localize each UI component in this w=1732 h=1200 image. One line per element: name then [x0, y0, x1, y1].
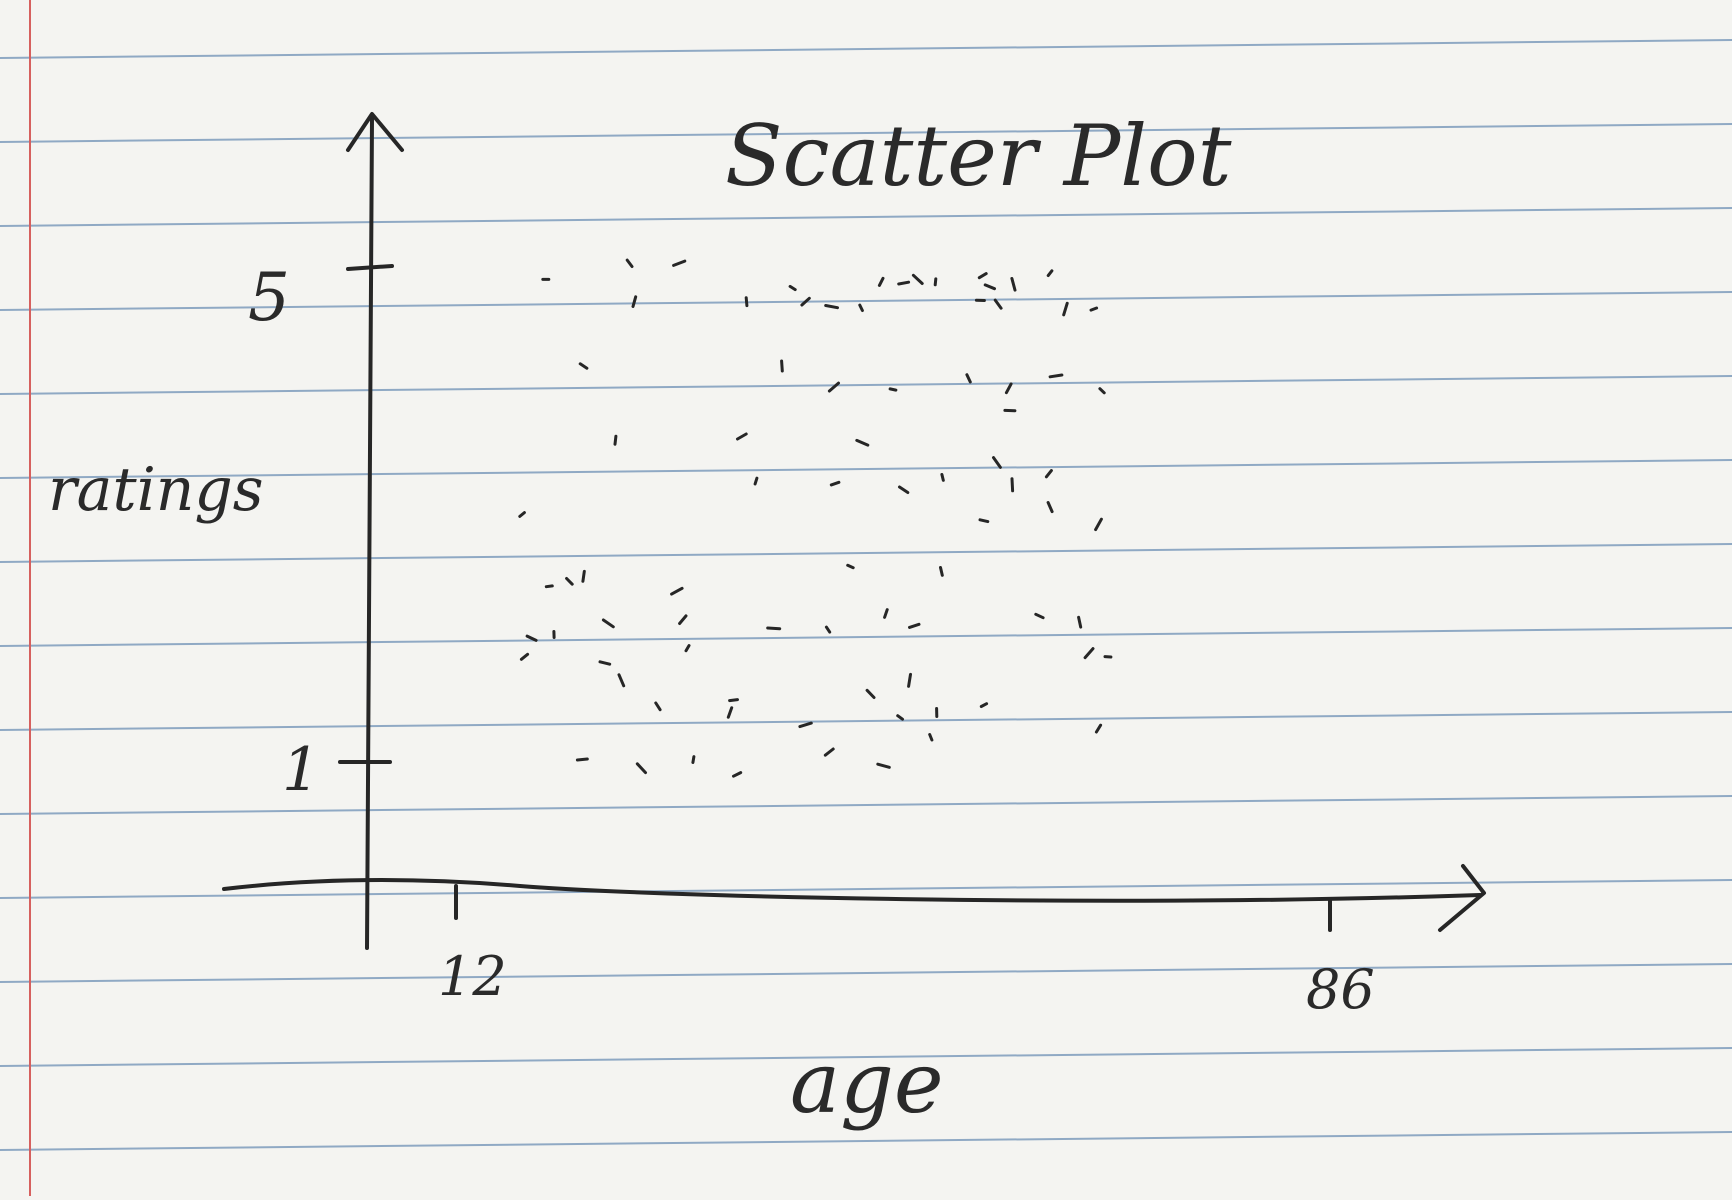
data-point [672, 588, 683, 594]
data-point [637, 764, 645, 773]
y-axis-label: ratings [48, 455, 264, 525]
data-point [981, 704, 986, 707]
data-point [627, 260, 632, 266]
data-point [1096, 725, 1100, 732]
data-point [1048, 503, 1052, 512]
data-point [995, 300, 1001, 308]
data-point [583, 571, 584, 581]
data-point [800, 723, 811, 727]
ruled-line [0, 712, 1732, 730]
data-point [746, 298, 747, 306]
data-point [603, 620, 613, 627]
data-point [1100, 389, 1104, 393]
data-point [615, 436, 616, 444]
ruled-lines [0, 40, 1732, 1196]
data-point [979, 274, 986, 278]
data-point [831, 482, 839, 485]
ruled-line [0, 1132, 1732, 1150]
data-point [825, 749, 833, 755]
ruled-line [0, 40, 1732, 58]
data-point [857, 440, 868, 445]
data-point [826, 306, 838, 308]
data-point [913, 275, 922, 283]
data-point [1012, 479, 1013, 491]
data-point [521, 654, 527, 659]
data-point [686, 646, 689, 651]
y-axis-arrowhead [348, 114, 402, 150]
data-point [885, 610, 888, 618]
data-point [848, 565, 854, 567]
data-point [1012, 279, 1015, 291]
data-points [520, 260, 1111, 776]
y-tick-label-1: 1 [282, 735, 320, 805]
data-point [680, 616, 686, 624]
data-point [738, 434, 747, 439]
data-point [867, 690, 874, 697]
data-point [980, 520, 988, 522]
data-point [546, 586, 552, 587]
data-point [768, 628, 780, 629]
data-point [967, 375, 970, 382]
data-point [900, 487, 908, 493]
data-point [899, 282, 909, 284]
data-point [1079, 617, 1081, 627]
ruled-line [0, 208, 1732, 226]
data-point [520, 513, 525, 517]
data-point [730, 700, 738, 701]
data-point [782, 361, 783, 371]
data-point [879, 278, 883, 285]
data-point [656, 703, 660, 710]
data-point [930, 735, 932, 741]
data-point [1046, 471, 1051, 477]
data-point [985, 285, 994, 289]
data-point [1050, 375, 1062, 377]
data-point [878, 764, 890, 767]
y-axis [367, 118, 372, 948]
data-point [1091, 308, 1097, 310]
data-point [693, 757, 694, 763]
data-point [826, 627, 829, 632]
x-tick-label-12: 12 [438, 945, 507, 1008]
data-point [1085, 649, 1093, 658]
data-point [890, 389, 896, 390]
data-point [577, 759, 587, 760]
data-point [755, 478, 757, 484]
data-point [633, 297, 636, 307]
data-point [941, 568, 943, 576]
data-point [734, 773, 741, 777]
data-point [1064, 303, 1068, 315]
data-point [674, 261, 685, 265]
data-point [898, 716, 903, 720]
data-point [829, 383, 838, 391]
x-tick-label-86: 86 [1306, 958, 1375, 1021]
x-axis-label: age [790, 1034, 944, 1132]
y-tick-label-5: 5 [248, 259, 290, 336]
ruled-line [0, 376, 1732, 394]
x-axis [224, 880, 1480, 901]
data-point [994, 458, 1001, 468]
data-point [942, 475, 943, 481]
y-tick-5-mark [348, 266, 392, 269]
ruled-line [0, 544, 1732, 562]
data-point [619, 675, 624, 686]
data-point [580, 364, 587, 368]
data-point [728, 708, 731, 717]
data-point [1096, 519, 1102, 529]
data-point [1048, 271, 1052, 276]
data-point [860, 305, 863, 310]
ruled-line [0, 628, 1732, 646]
data-point [910, 624, 920, 627]
data-point [1036, 614, 1043, 617]
data-point [935, 279, 936, 285]
data-point [909, 674, 911, 686]
chart-title: Scatter Plot [725, 107, 1232, 205]
data-point [790, 286, 795, 289]
ruled-line [0, 964, 1732, 982]
data-point [1006, 384, 1011, 393]
data-point [600, 662, 610, 664]
data-point [567, 579, 573, 585]
ruled-line [0, 796, 1732, 814]
